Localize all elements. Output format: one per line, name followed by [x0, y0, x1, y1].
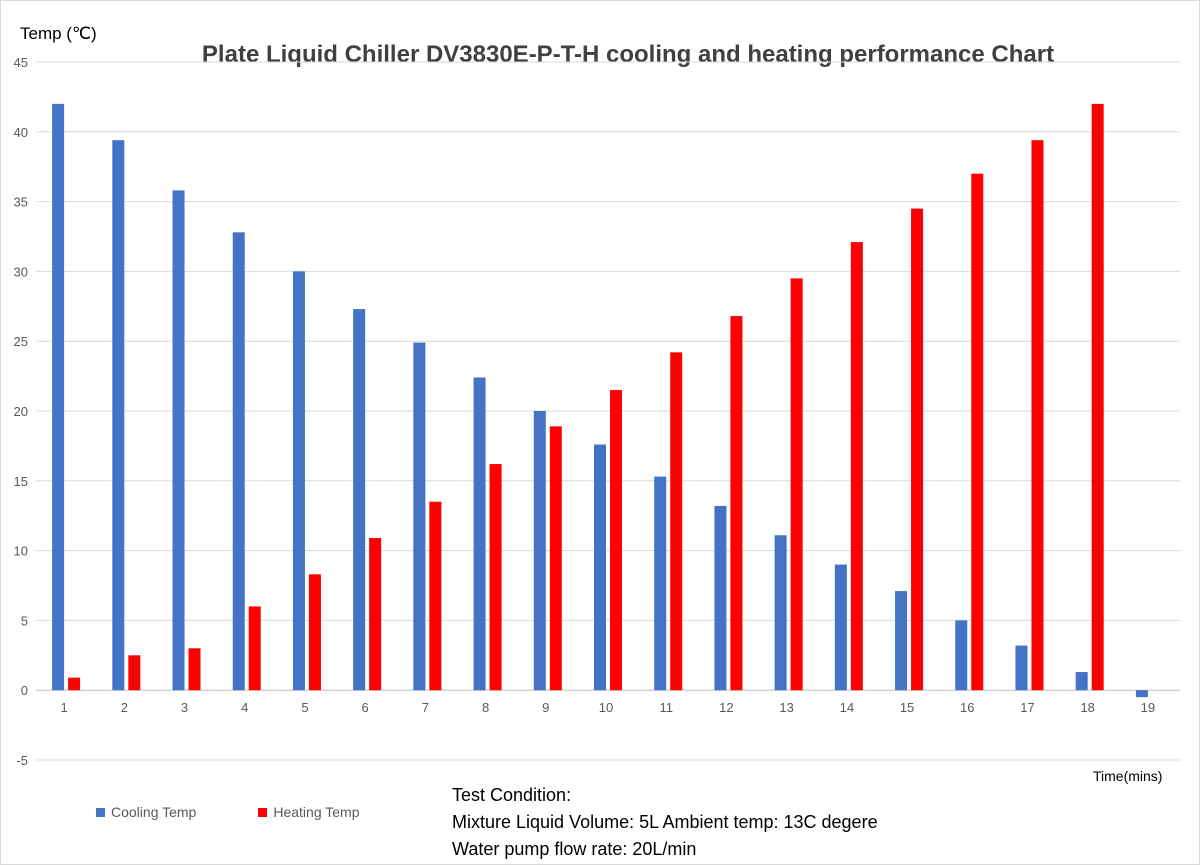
- heating-bar-13: [790, 278, 803, 691]
- y-tick-label: 5: [21, 613, 28, 628]
- gridlines: [36, 61, 1180, 761]
- y-tick-label: -5: [16, 753, 28, 768]
- cooling-bar-19: [1135, 690, 1148, 698]
- legend-item-heating: Heating Temp: [258, 804, 360, 820]
- x-tick-label: 4: [241, 700, 248, 715]
- cooling-bar-5: [292, 271, 305, 691]
- x-tick-label: 15: [900, 700, 914, 715]
- heating-bar-9: [549, 426, 562, 691]
- y-tick-label: 0: [21, 683, 28, 698]
- x-tick-label: 11: [659, 700, 673, 715]
- cooling-bar-4: [232, 232, 245, 691]
- x-tick-label: 9: [542, 700, 549, 715]
- cooling-bar-3: [172, 190, 185, 691]
- x-tick-label: 1: [60, 700, 67, 715]
- x-axis-title: Time(mins): [1093, 768, 1162, 784]
- cooling-bar-18: [1075, 672, 1088, 691]
- x-tick-label: 17: [1020, 700, 1034, 715]
- y-tick-labels: -5 0 5 10 15 20 25 30 35 40 45: [14, 55, 28, 768]
- y-tick-label: 30: [14, 264, 28, 279]
- legend-label-cooling: Cooling Temp: [111, 804, 197, 820]
- chart-title: Plate Liquid Chiller DV3830E-P-T-H cooli…: [202, 41, 1054, 68]
- cooling-bar-7: [413, 342, 426, 691]
- x-tick-label: 2: [121, 700, 128, 715]
- cooling-bar-11: [654, 476, 667, 691]
- legend-item-cooling: Cooling Temp: [96, 804, 196, 820]
- heating-bar-3: [188, 648, 201, 691]
- heating-bar-17: [1031, 140, 1044, 691]
- x-tick-label: 6: [362, 700, 369, 715]
- test-condition-notes: Test Condition: Mixture Liquid Volume: 5…: [452, 782, 878, 863]
- cooling-bar-17: [1015, 645, 1028, 691]
- notes-line-1: Test Condition:: [452, 785, 572, 805]
- x-tick-label: 18: [1080, 700, 1094, 715]
- notes-line-2: Mixture Liquid Volume: 5L Ambient temp: …: [452, 812, 878, 832]
- x-tick-label: 12: [719, 700, 733, 715]
- notes-line-3: Water pump flow rate: 20L/min: [452, 839, 697, 859]
- x-tick-label: 14: [840, 700, 854, 715]
- y-tick-label: 45: [14, 55, 28, 70]
- legend-swatch-heating: [258, 807, 268, 817]
- legend-swatch-cooling: [96, 807, 105, 817]
- heating-bar-12: [730, 316, 743, 691]
- y-tick-label: 10: [14, 544, 28, 559]
- legend-label-heating: Heating Temp: [273, 804, 360, 820]
- heating-bar-2: [128, 655, 141, 691]
- legend: Cooling Temp Heating Temp: [96, 804, 360, 820]
- y-tick-label: 35: [14, 195, 28, 210]
- x-tick-label: 16: [960, 700, 974, 715]
- heating-bar-4: [248, 606, 261, 691]
- heating-bar-7: [429, 501, 442, 691]
- heating-bar-15: [911, 208, 924, 691]
- x-tick-label: 7: [422, 700, 429, 715]
- x-tick-label: 19: [1141, 700, 1155, 715]
- y-tick-label: 20: [14, 404, 28, 419]
- heating-bar-14: [850, 242, 863, 691]
- heating-bar-8: [489, 464, 502, 691]
- x-tick-label: 8: [482, 700, 489, 715]
- cooling-bar-13: [774, 535, 787, 691]
- cooling-bar-6: [353, 309, 366, 691]
- cooling-bar-15: [895, 591, 908, 691]
- heating-bar-6: [369, 538, 382, 691]
- y-tick-label: 15: [14, 474, 28, 489]
- cooling-bar-2: [112, 140, 125, 691]
- x-tick-label: 3: [181, 700, 188, 715]
- cooling-bar-10: [594, 444, 606, 691]
- heating-bar-1: [68, 677, 81, 691]
- heating-bar-18: [1091, 103, 1104, 691]
- x-tick-label: 5: [301, 700, 308, 715]
- heating-bar-5: [308, 574, 321, 691]
- cooling-bar-8: [473, 377, 486, 691]
- cooling-bar-12: [714, 505, 727, 691]
- cooling-bar-1: [52, 103, 65, 691]
- heating-bar-16: [971, 173, 984, 691]
- heating-bar-10: [610, 390, 622, 691]
- bars: [52, 103, 1148, 698]
- x-tick-labels: 1 2 3 4 5 6 7 8 9 10 11 12 13 14 15 16 17 18 19: [60, 700, 1155, 715]
- y-axis-title: Temp (℃): [20, 24, 97, 43]
- y-tick-label: 40: [14, 125, 28, 140]
- cooling-bar-9: [533, 411, 546, 691]
- heating-bar-11: [670, 352, 683, 691]
- cooling-bar-16: [955, 620, 968, 691]
- y-tick-label: 25: [14, 334, 28, 349]
- cooling-bar-14: [834, 564, 847, 691]
- x-tick-label: 10: [599, 700, 613, 715]
- x-tick-label: 13: [779, 700, 793, 715]
